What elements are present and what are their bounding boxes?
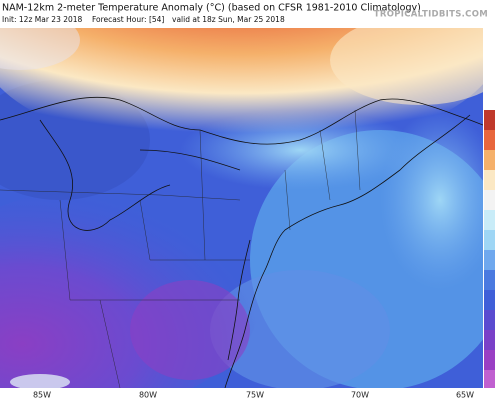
longitude-label: 75W — [246, 391, 264, 400]
longitude-label: 80W — [139, 391, 157, 400]
longitude-label: 65W — [456, 391, 474, 400]
forecast-hour: Forecast Hour: [54] — [92, 15, 164, 24]
init-time: Init: 12z Mar 23 2018 — [2, 15, 83, 24]
longitude-label: 85W — [33, 391, 51, 400]
brand: TROPICALTIDBITS.COM — [374, 10, 488, 20]
header-bg — [0, 0, 495, 28]
map-title: NAM-12km 2-meter Temperature Anomaly (°C… — [2, 3, 421, 14]
footer-bg — [0, 388, 495, 400]
longitude-label: 70W — [351, 391, 369, 400]
valid-time: valid at 18z Sun, Mar 25 2018 — [172, 15, 285, 24]
color-scale — [484, 110, 495, 388]
